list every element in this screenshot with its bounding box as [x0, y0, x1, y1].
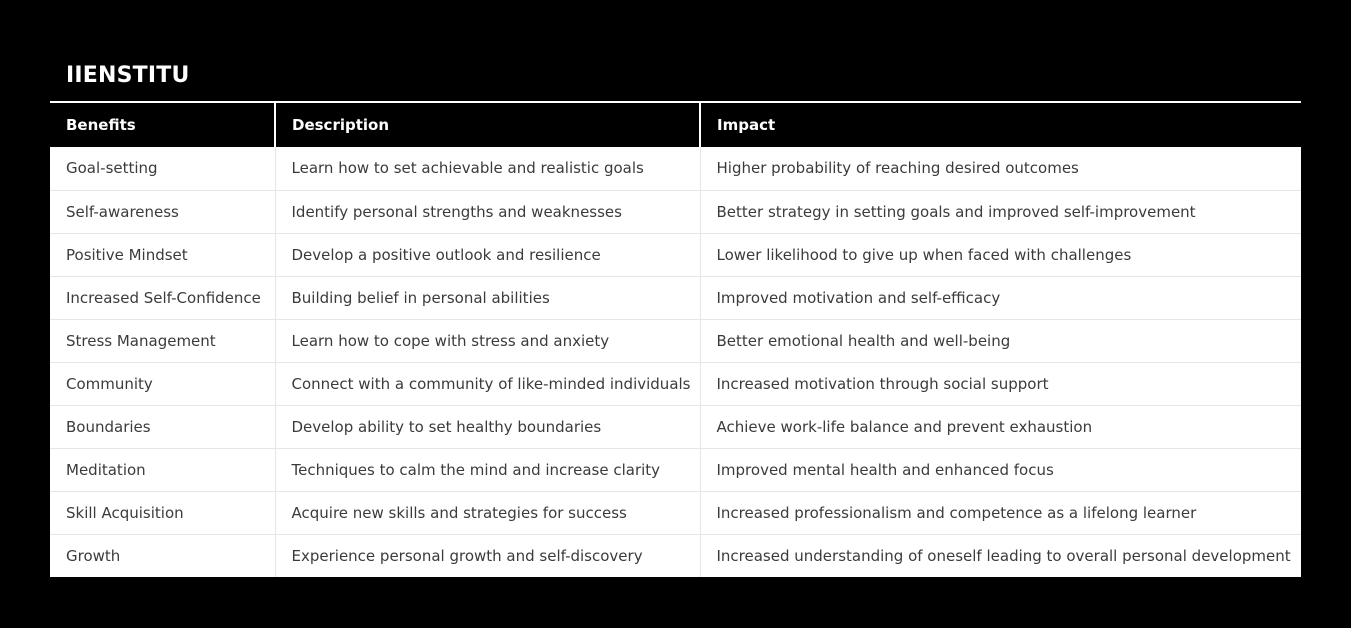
- cell-impact: Improved mental health and enhanced focu…: [699, 447, 1301, 492]
- table-row: Growth Experience personal growth and se…: [50, 533, 1301, 577]
- cell-impact: Achieve work-life balance and prevent ex…: [699, 404, 1301, 449]
- cell-benefit: Community: [50, 361, 276, 406]
- cell-description: Acquire new skills and strategies for su…: [274, 490, 701, 535]
- cell-description: Learn how to cope with stress and anxiet…: [274, 318, 701, 363]
- cell-impact: Increased understanding of oneself leadi…: [699, 533, 1301, 577]
- cell-benefit: Increased Self-Confidence: [50, 275, 276, 320]
- table-row: Increased Self-Confidence Building belie…: [50, 275, 1301, 320]
- table-row: Stress Management Learn how to cope with…: [50, 318, 1301, 363]
- table-row: Boundaries Develop ability to set health…: [50, 404, 1301, 449]
- cell-description: Develop a positive outlook and resilienc…: [274, 232, 701, 277]
- cell-description: Experience personal growth and self-disc…: [274, 533, 701, 577]
- table-row: Positive Mindset Develop a positive outl…: [50, 232, 1301, 277]
- cell-benefit: Skill Acquisition: [50, 490, 276, 535]
- table-row: Community Connect with a community of li…: [50, 361, 1301, 406]
- cell-impact: Improved motivation and self-efficacy: [699, 275, 1301, 320]
- table-row: Skill Acquisition Acquire new skills and…: [50, 490, 1301, 535]
- brand-title: IIENSTITU: [50, 50, 1301, 103]
- column-header-impact: Impact: [699, 103, 1301, 147]
- cell-description: Connect with a community of like-minded …: [274, 361, 701, 406]
- benefits-table: Benefits Description Impact Goal-setting…: [50, 103, 1301, 577]
- cell-description: Develop ability to set healthy boundarie…: [274, 404, 701, 449]
- benefits-table-card: IIENSTITU Benefits Description Impact Go…: [50, 50, 1301, 577]
- cell-benefit: Self-awareness: [50, 189, 276, 234]
- cell-benefit: Growth: [50, 533, 276, 577]
- table-row: Self-awareness Identify personal strengt…: [50, 189, 1301, 234]
- cell-benefit: Positive Mindset: [50, 232, 276, 277]
- cell-description: Building belief in personal abilities: [274, 275, 701, 320]
- column-header-benefits: Benefits: [50, 103, 275, 147]
- table-row: Meditation Techniques to calm the mind a…: [50, 447, 1301, 492]
- cell-impact: Increased professionalism and competence…: [699, 490, 1301, 535]
- cell-description: Techniques to calm the mind and increase…: [274, 447, 701, 492]
- cell-benefit: Stress Management: [50, 318, 276, 363]
- cell-impact: Increased motivation through social supp…: [699, 361, 1301, 406]
- cell-benefit: Goal-setting: [50, 147, 276, 191]
- cell-impact: Better strategy in setting goals and imp…: [699, 189, 1301, 234]
- cell-benefit: Boundaries: [50, 404, 276, 449]
- cell-description: Identify personal strengths and weakness…: [274, 189, 701, 234]
- cell-impact: Higher probability of reaching desired o…: [699, 147, 1301, 191]
- column-header-description: Description: [274, 103, 700, 147]
- cell-impact: Lower likelihood to give up when faced w…: [699, 232, 1301, 277]
- table-row: Goal-setting Learn how to set achievable…: [50, 147, 1301, 191]
- header-row: Benefits Description Impact: [50, 103, 1301, 147]
- cell-benefit: Meditation: [50, 447, 276, 492]
- cell-description: Learn how to set achievable and realisti…: [274, 147, 701, 191]
- cell-impact: Better emotional health and well-being: [699, 318, 1301, 363]
